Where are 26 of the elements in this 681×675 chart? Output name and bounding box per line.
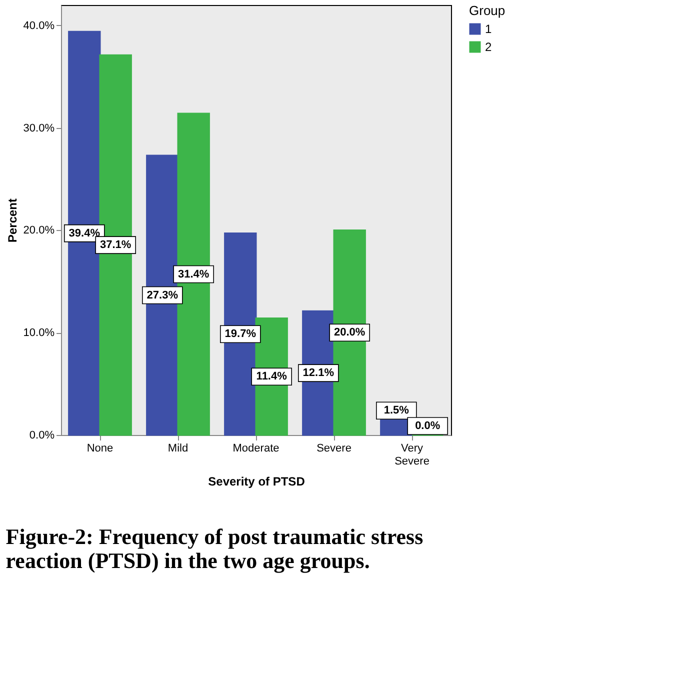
data-label: 31.4% — [178, 268, 210, 280]
data-label: 0.0% — [415, 420, 440, 432]
y-tick-label: 10.0% — [23, 327, 55, 340]
x-axis-title: Severity of PTSD — [208, 474, 306, 488]
y-tick-label: 40.0% — [23, 20, 55, 32]
data-label: 12.1% — [302, 367, 334, 380]
y-tick-label: 0.0% — [29, 430, 55, 442]
x-tick-label: Severe — [316, 442, 352, 454]
y-axis-title: Percent — [5, 198, 20, 243]
legend-title: Group — [469, 3, 506, 18]
legend-label: 2 — [485, 40, 492, 54]
data-label: 11.4% — [256, 370, 288, 383]
data-label: 20.0% — [334, 326, 366, 339]
x-tick-label: Moderate — [232, 442, 280, 454]
data-label: 39.4% — [68, 227, 100, 240]
x-tick-label: Mild — [168, 442, 188, 454]
data-label: 27.3% — [146, 289, 178, 302]
y-tick-label: 20.0% — [23, 224, 55, 237]
data-label: 1.5% — [384, 404, 410, 417]
text: Figure-2: Frequency of post traumatic stress reaction (PTSD) in the two age groups. — [6, 524, 424, 573]
x-tick-label: None — [86, 442, 114, 454]
data-label: 37.1% — [100, 239, 132, 252]
data-label: 19.7% — [224, 328, 256, 340]
legend-label: 1 — [485, 22, 492, 36]
x-tick-label: Very Severe — [394, 442, 430, 468]
y-tick-label: 30.0% — [23, 122, 55, 134]
